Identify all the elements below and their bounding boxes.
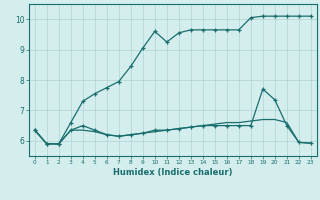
X-axis label: Humidex (Indice chaleur): Humidex (Indice chaleur) xyxy=(113,168,233,177)
